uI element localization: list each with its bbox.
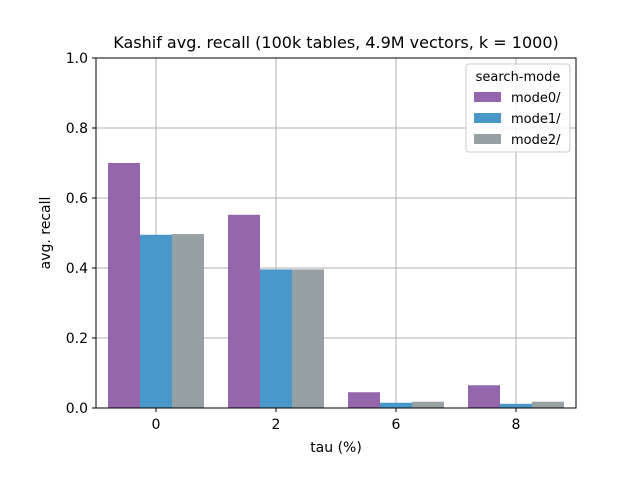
chart-title: Kashif avg. recall (100k tables, 4.9M ve…: [113, 33, 558, 52]
y-axis-label: avg. recall: [38, 197, 54, 270]
bar-mode2-0: [172, 234, 204, 408]
legend-label: mode2/: [511, 133, 561, 148]
plot-frame: [95, 57, 577, 409]
bar-mode0-2: [228, 214, 260, 408]
y-axis-ticks: 0.0 0.2 0.4 0.6 0.8 1.0: [66, 51, 96, 417]
legend-swatch: [474, 113, 501, 123]
legend-label: mode1/: [511, 112, 561, 127]
legend-items: mode0/mode1/mode2/: [474, 91, 561, 148]
y-tick-label: 0.8: [66, 121, 88, 137]
bar-mode2-6: [412, 401, 444, 408]
bars: [108, 163, 564, 408]
y-tick-label: 0.6: [66, 191, 88, 207]
y-tick-label: 0.4: [66, 261, 88, 277]
bar-mode0-6: [348, 392, 380, 408]
legend: search-mode mode0/mode1/mode2/: [465, 63, 571, 153]
bar-mode1-0: [140, 234, 172, 408]
bar-mode0-0: [108, 163, 140, 408]
x-tick-label: 6: [392, 417, 401, 433]
legend-swatch: [474, 134, 501, 144]
y-tick-label: 0.0: [66, 401, 88, 417]
bar-mode0-8: [468, 385, 500, 408]
legend-label: mode0/: [511, 91, 561, 106]
legend-title: search-mode: [476, 70, 561, 85]
legend-swatch: [474, 92, 501, 102]
x-tick-label: 2: [272, 417, 281, 433]
x-tick-label: 8: [512, 417, 521, 433]
bar-mode1-6: [380, 402, 412, 408]
legend-frame: [465, 63, 571, 153]
y-tick-label: 0.2: [66, 331, 88, 347]
x-axis-ticks: 0 2 6 8: [152, 408, 521, 433]
y-tick-label: 1.0: [66, 51, 88, 67]
bar-mode1-8: [500, 403, 532, 408]
x-tick-label: 0: [152, 417, 161, 433]
bar-mode1-2: [260, 269, 292, 408]
bar-mode2-8: [532, 401, 564, 408]
bar-mode2-2: [292, 269, 324, 408]
x-axis-label: tau (%): [310, 440, 362, 456]
